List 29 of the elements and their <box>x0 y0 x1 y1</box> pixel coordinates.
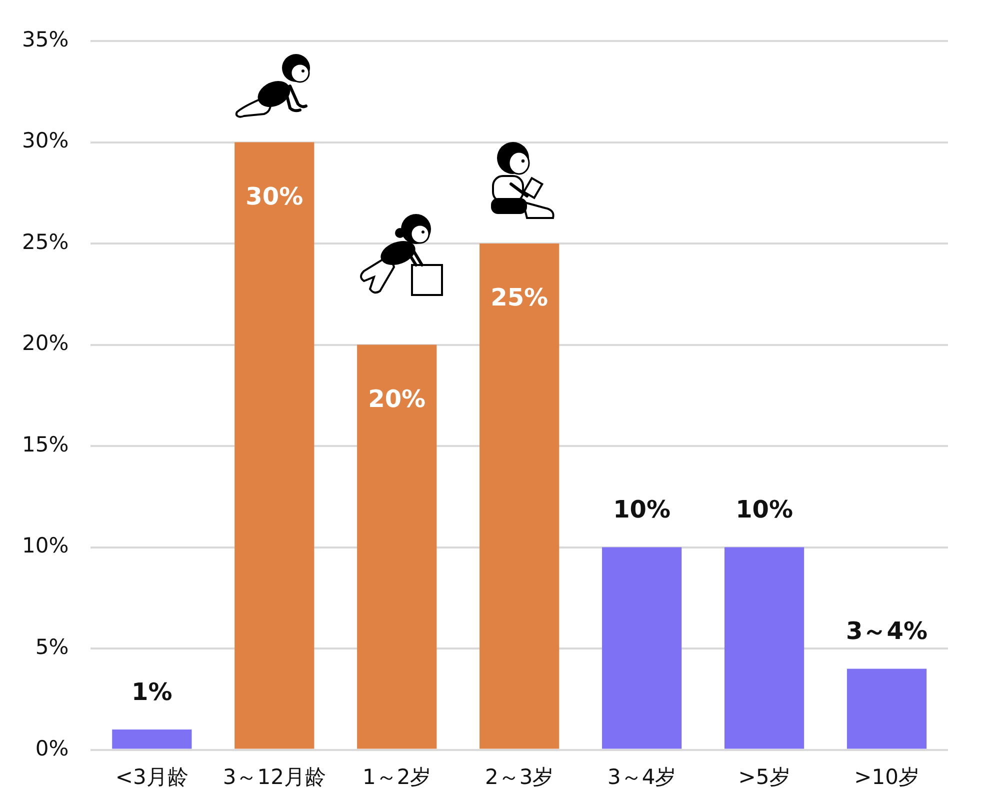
bar <box>724 547 804 749</box>
bar <box>846 668 927 749</box>
y-tick-label: 5% <box>35 634 69 659</box>
x-tick-label: 2～3岁 <box>484 764 554 789</box>
y-tick-label: 20% <box>22 331 69 356</box>
x-tick-label: 3～4岁 <box>607 764 676 789</box>
x-tick-label: 3～12月龄 <box>222 764 326 789</box>
data-label: 30% <box>246 182 304 210</box>
data-label: 20% <box>368 385 426 414</box>
bar <box>357 344 437 749</box>
bar <box>234 142 314 749</box>
data-label: 3～4% <box>846 617 928 646</box>
y-tick-label: 0% <box>35 736 69 760</box>
x-tick-label: 1～2岁 <box>362 764 432 789</box>
data-label: 25% <box>490 284 548 312</box>
bar <box>602 547 682 749</box>
y-tick-label: 30% <box>22 128 69 153</box>
bar <box>112 730 192 749</box>
data-label: 10% <box>736 496 794 524</box>
x-tick-label: >5岁 <box>738 764 790 789</box>
y-tick-label: 25% <box>22 230 69 254</box>
bar <box>480 244 560 749</box>
y-tick-label: 10% <box>22 534 69 558</box>
x-tick-label: <3月龄 <box>115 764 188 789</box>
data-label: 1% <box>132 678 172 706</box>
y-tick-label: 15% <box>22 432 69 456</box>
x-tick-label: >10岁 <box>854 764 920 789</box>
y-tick-label: 35% <box>22 27 69 52</box>
data-label: 10% <box>613 496 671 524</box>
